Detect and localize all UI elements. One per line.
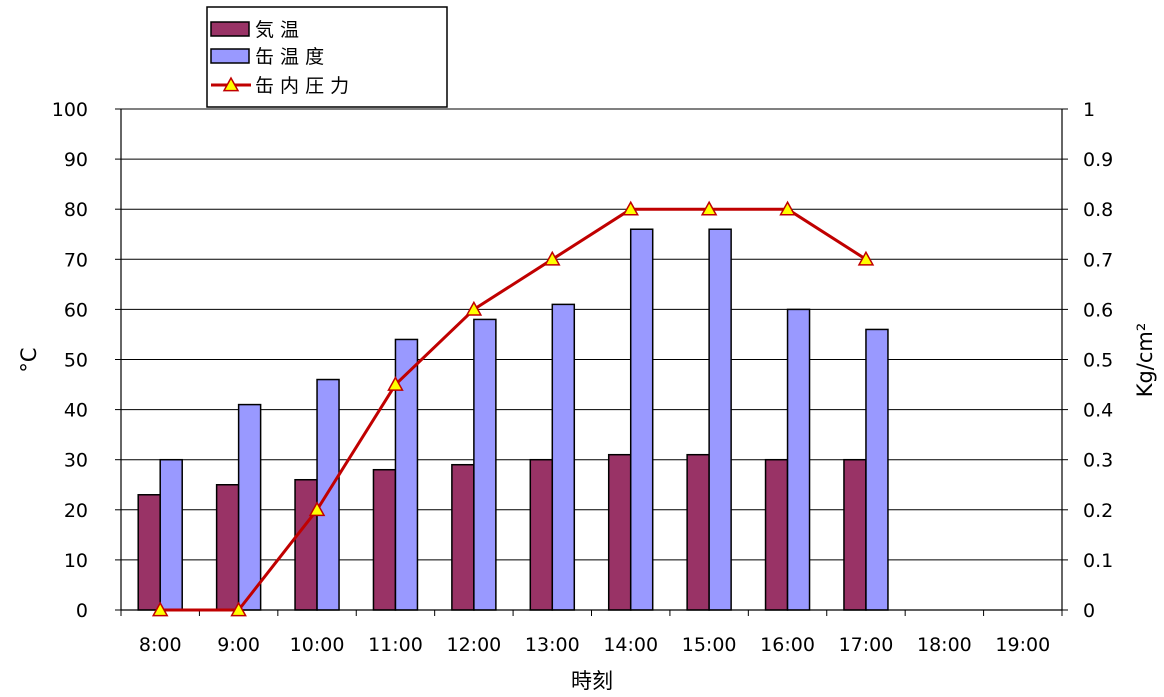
bar-air-temperature bbox=[764, 458, 789, 611]
y-right-tick-label: 1 bbox=[1083, 99, 1095, 121]
y-right-tick-label: 0.9 bbox=[1083, 149, 1113, 171]
x-axis-title: 時刻 bbox=[571, 669, 613, 693]
x-tick-label: 10:00 bbox=[290, 634, 345, 656]
axes bbox=[115, 108, 1068, 616]
bar-air-temperature bbox=[686, 453, 710, 611]
bar-air-temperature bbox=[215, 484, 240, 611]
x-tick-label: 15:00 bbox=[682, 634, 737, 656]
y-left-tick-label: 20 bbox=[64, 500, 88, 522]
x-tick-label: 11:00 bbox=[368, 634, 423, 656]
legend-swatch-can-temperature bbox=[210, 48, 250, 64]
legend-label: 缶 温 度 bbox=[255, 46, 324, 68]
gridlines bbox=[121, 108, 1062, 561]
bar-air-temperature bbox=[294, 478, 318, 611]
x-tick-label: 19:00 bbox=[995, 634, 1050, 656]
y-left-tick-label: 80 bbox=[64, 199, 88, 221]
x-tick-label: 14:00 bbox=[603, 634, 658, 656]
pressure-marker bbox=[544, 250, 561, 266]
bar-can-temperature bbox=[551, 303, 576, 611]
pressure-marker bbox=[857, 250, 875, 266]
bars bbox=[137, 228, 889, 611]
legend-swatch-air-temperature bbox=[210, 21, 250, 37]
y-right-tick-label: 0.1 bbox=[1083, 550, 1113, 572]
x-tick-label: 8:00 bbox=[139, 634, 182, 656]
y-right-tick-label: 0.4 bbox=[1083, 400, 1113, 422]
pressure-line-path bbox=[160, 207, 867, 612]
bar-can-temperature bbox=[159, 458, 183, 611]
legend-swatch-pressure-marker bbox=[222, 76, 240, 92]
y-right-tick-label: 0.3 bbox=[1083, 450, 1113, 472]
bar-can-temperature bbox=[473, 318, 497, 611]
legend-label: 缶 内 圧 力 bbox=[255, 75, 349, 97]
y-axis-right-ticks: 0 0.1 0.2 0.3 0.4 0.5 0.6 0.7 0.8 0.9 1 bbox=[1083, 99, 1113, 622]
pressure-marker bbox=[230, 601, 247, 617]
y-right-tick-label: 0.5 bbox=[1083, 350, 1113, 372]
x-tick-label: 9:00 bbox=[217, 634, 260, 656]
x-tick-label: 17:00 bbox=[839, 634, 894, 656]
bar-air-temperature bbox=[372, 468, 397, 611]
legend: 気 温缶 温 度缶 内 圧 力 bbox=[206, 6, 448, 108]
y-right-tick-label: 0 bbox=[1083, 600, 1095, 622]
y-left-tick-label: 10 bbox=[64, 550, 88, 572]
bar-air-temperature bbox=[451, 463, 475, 611]
y-left-tick-label: 50 bbox=[64, 350, 88, 372]
y-left-tick-label: 60 bbox=[64, 299, 88, 321]
y-right-tick-label: 0.2 bbox=[1083, 500, 1113, 522]
y-left-tick-label: 0 bbox=[76, 600, 88, 622]
x-tick-label: 12:00 bbox=[446, 634, 501, 656]
x-tick-label: 18:00 bbox=[917, 634, 972, 656]
y-axis-right-title: Kg/cm² bbox=[1133, 323, 1157, 398]
x-tick-label: 13:00 bbox=[525, 634, 580, 656]
y-right-tick-label: 0.7 bbox=[1083, 249, 1113, 271]
y-left-tick-label: 30 bbox=[64, 450, 88, 472]
bar-air-temperature bbox=[843, 458, 867, 611]
pressure-line bbox=[151, 200, 875, 617]
bar-air-temperature bbox=[529, 458, 554, 611]
y-left-tick-label: 100 bbox=[52, 99, 88, 121]
bar-air-temperature bbox=[607, 453, 632, 611]
pressure-marker bbox=[465, 300, 483, 316]
bar-can-temperature bbox=[708, 228, 732, 611]
y-right-tick-label: 0.6 bbox=[1083, 299, 1113, 321]
y-axis-left-ticks: 0 10 20 30 40 50 60 70 80 90 100 bbox=[52, 99, 88, 622]
legend-label: 気 温 bbox=[255, 19, 299, 41]
pressure-marker bbox=[779, 200, 796, 216]
pressure-marker bbox=[151, 601, 169, 617]
bar-can-temperature bbox=[629, 228, 654, 611]
bar-can-temperature bbox=[786, 308, 811, 611]
x-axis-ticks: 8:00 9:00 10:00 11:00 12:00 13:00 14:00 15:00 16… bbox=[139, 634, 1050, 656]
pressure-marker bbox=[308, 501, 326, 517]
pressure-marker bbox=[700, 200, 718, 216]
x-tick-label: 16:00 bbox=[760, 634, 815, 656]
pressure-marker bbox=[622, 200, 639, 216]
y-right-tick-label: 0.8 bbox=[1083, 199, 1113, 221]
bar-can-temperature bbox=[865, 328, 889, 611]
pressure-marker bbox=[387, 376, 404, 391]
y-axis-left-title: °C bbox=[17, 347, 41, 372]
bar-can-temperature bbox=[237, 403, 262, 611]
y-left-tick-label: 40 bbox=[64, 400, 88, 422]
y-left-tick-label: 70 bbox=[64, 249, 88, 271]
bar-air-temperature bbox=[137, 494, 161, 611]
y-left-tick-label: 90 bbox=[64, 149, 88, 171]
